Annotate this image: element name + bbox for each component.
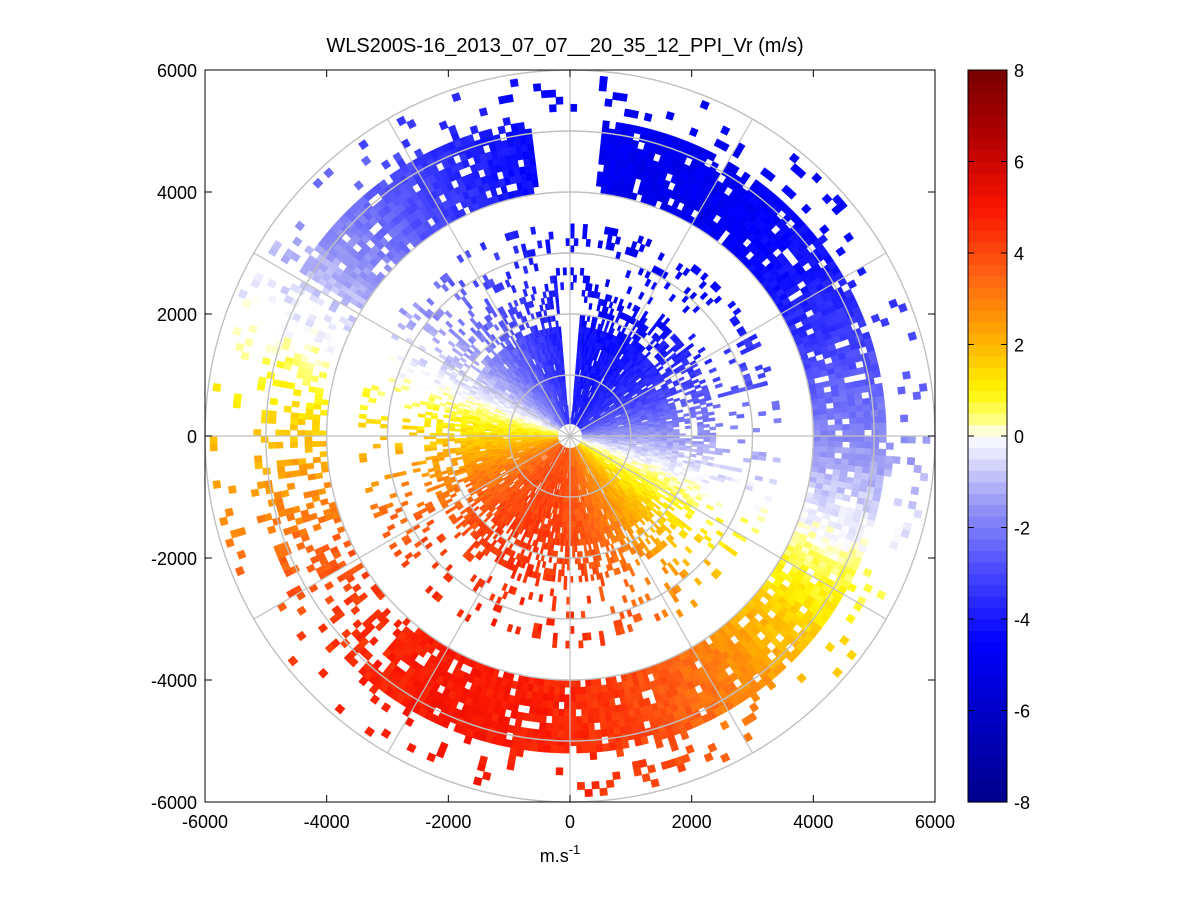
velocity-cell [684, 425, 692, 429]
velocity-cell [560, 545, 564, 552]
velocity-cell [448, 423, 456, 427]
velocity-cell [702, 449, 710, 454]
velocity-cell [684, 447, 692, 452]
velocity-cell [556, 308, 561, 315]
velocity-cell [566, 405, 569, 412]
velocity-cell [558, 569, 562, 577]
velocity-cell [577, 551, 581, 558]
velocity-cell [454, 428, 461, 432]
velocity-cell [708, 417, 716, 422]
velocity-cell [429, 441, 437, 446]
velocity-cell [673, 431, 680, 435]
velocity-cell [708, 450, 716, 455]
velocity-cell [435, 430, 443, 434]
velocity-cell [583, 296, 588, 304]
velocity-cell [454, 423, 462, 428]
velocity-cell [709, 444, 716, 449]
velocity-cell [703, 438, 711, 443]
velocity-cell [564, 557, 568, 565]
velocity-cell [559, 338, 563, 346]
velocity-cell [571, 527, 575, 534]
velocity-cell [553, 562, 557, 570]
velocity-cell [574, 557, 579, 565]
velocity-cell [702, 418, 710, 423]
velocity-cell [442, 422, 450, 427]
velocity-cell [581, 314, 586, 322]
velocity-cell [697, 430, 705, 434]
velocity-cell [442, 438, 449, 442]
velocity-cell [472, 437, 480, 441]
velocity-cell [697, 427, 704, 431]
velocity-cell [484, 432, 492, 435]
velocity-cell [555, 295, 560, 303]
velocity-cell [684, 420, 692, 425]
velocity-cell [685, 440, 692, 444]
velocity-cell [709, 438, 717, 443]
velocity-cell [571, 539, 575, 546]
velocity-cell [442, 440, 449, 445]
velocity-cell [454, 447, 462, 451]
velocity-cell [667, 431, 674, 435]
velocity-cell [572, 545, 576, 553]
velocity-cell [435, 438, 443, 442]
velocity-cell [709, 426, 717, 431]
velocity-cell [560, 350, 564, 358]
velocity-cell [555, 302, 560, 309]
velocity-cell [466, 424, 474, 429]
velocity-cell [454, 438, 461, 442]
velocity-cell [558, 326, 562, 334]
velocity-cell [555, 320, 559, 328]
velocity-cell [660, 431, 668, 435]
velocity-cell [581, 289, 586, 297]
velocity-cell [561, 563, 565, 571]
velocity-cell [560, 344, 564, 352]
velocity-cell [691, 443, 698, 447]
velocity-cell [564, 545, 568, 553]
velocity-cell [672, 424, 680, 428]
plot-area: -6000 -4000 -2000 0 2000 4000 6000 -6000-4000-… [151, 61, 955, 832]
velocity-cell [678, 447, 686, 451]
velocity-cell [558, 332, 563, 340]
velocity-cell [567, 472, 569, 479]
velocity-cell [448, 447, 456, 452]
velocity-cell [561, 526, 565, 534]
chart-title: WLS200S-16_2013_07_07__20_35_12_PPI_Vr (… [326, 35, 803, 57]
velocity-cell [460, 437, 467, 441]
velocity-cell [572, 551, 576, 559]
velocity-cell [448, 438, 455, 442]
velocity-cell [703, 429, 711, 434]
velocity-cell [436, 441, 443, 445]
velocity-cell [571, 533, 575, 540]
velocity-cell [564, 551, 568, 559]
velocity-cell [577, 563, 582, 571]
velocity-cell [703, 424, 710, 428]
velocity-cell [436, 418, 444, 423]
velocity-cell [556, 557, 561, 564]
velocity-cell [580, 569, 585, 577]
velocity-cell [502, 438, 510, 441]
velocity-cell [549, 296, 554, 304]
velocity-cell [466, 437, 473, 441]
